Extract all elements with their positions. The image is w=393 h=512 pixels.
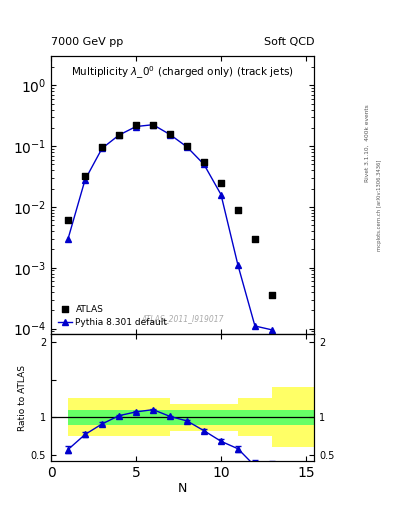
Pythia 8.301 default xyxy=(83,177,87,183)
ATLAS xyxy=(184,142,190,150)
Legend: ATLAS, Pythia 8.301 default: ATLAS, Pythia 8.301 default xyxy=(55,302,170,330)
Y-axis label: Ratio to ATLAS: Ratio to ATLAS xyxy=(18,365,27,431)
Pythia 8.301 default xyxy=(151,122,155,128)
Pythia 8.301 default xyxy=(235,262,240,268)
Text: mcplots.cern.ch [arXiv:1306.3436]: mcplots.cern.ch [arXiv:1306.3436] xyxy=(377,159,382,250)
ATLAS xyxy=(116,131,122,139)
ATLAS xyxy=(201,158,207,166)
X-axis label: N: N xyxy=(178,482,187,496)
Pythia 8.301 default xyxy=(270,327,274,333)
ATLAS xyxy=(252,234,258,243)
Text: Soft QCD: Soft QCD xyxy=(264,37,314,47)
Pythia 8.301 default xyxy=(253,323,257,329)
Pythia 8.301 default xyxy=(66,236,70,242)
Text: Multiplicity $\lambda\_0^0$ (charged only) (track jets): Multiplicity $\lambda\_0^0$ (charged onl… xyxy=(72,65,294,81)
ATLAS xyxy=(133,121,139,129)
Text: Rivet 3.1.10,  400k events: Rivet 3.1.10, 400k events xyxy=(365,104,370,182)
ATLAS xyxy=(235,206,241,214)
Pythia 8.301 default xyxy=(185,144,189,150)
Pythia 8.301 default xyxy=(202,161,206,167)
ATLAS xyxy=(269,291,275,300)
Line: Pythia 8.301 default: Pythia 8.301 default xyxy=(65,122,275,333)
ATLAS xyxy=(65,216,71,224)
Pythia 8.301 default xyxy=(117,132,121,138)
ATLAS xyxy=(82,172,88,180)
ATLAS xyxy=(150,121,156,129)
Pythia 8.301 default xyxy=(134,123,138,130)
Pythia 8.301 default xyxy=(219,191,223,198)
Pythia 8.301 default xyxy=(100,145,105,152)
ATLAS xyxy=(218,179,224,187)
Text: 7000 GeV pp: 7000 GeV pp xyxy=(51,37,123,47)
ATLAS xyxy=(167,130,173,138)
ATLAS xyxy=(99,143,105,152)
Text: ATLAS_2011_I919017: ATLAS_2011_I919017 xyxy=(141,314,224,323)
Pythia 8.301 default xyxy=(168,132,173,138)
